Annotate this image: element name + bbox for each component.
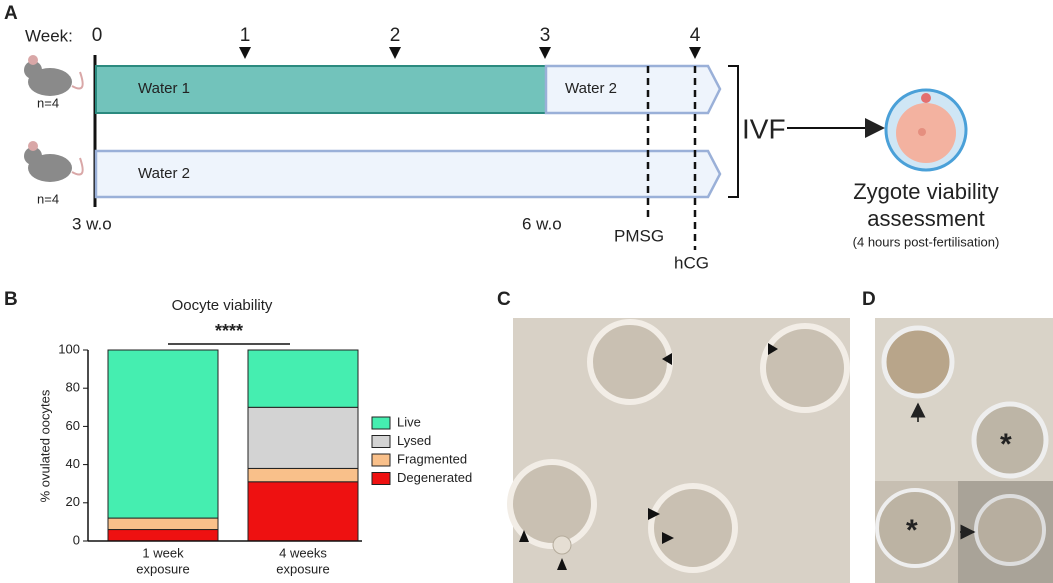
- legend-label: Live: [397, 414, 421, 429]
- bar-segment: [107, 349, 219, 519]
- week-number: 0: [92, 25, 103, 46]
- legend-label: Degenerated: [397, 470, 472, 485]
- zygote-icon: [884, 88, 968, 172]
- week-number: 4: [690, 25, 701, 46]
- outcome: assessment: [867, 206, 984, 231]
- legend-swatch: [371, 472, 391, 485]
- bar-label: Water 1: [138, 80, 190, 97]
- week-label: Week:: [25, 26, 73, 45]
- panel-label: D: [862, 289, 876, 310]
- x-tick-label: 1 week: [142, 545, 184, 560]
- micrograph: [507, 318, 850, 583]
- injection-label: hCG: [674, 253, 709, 272]
- x-tick-label: 4 weeks: [279, 545, 327, 560]
- bar-segment: [247, 481, 359, 542]
- bar-label: Water 2: [138, 165, 190, 182]
- legend-swatch: [371, 453, 391, 467]
- injection-label: PMSG: [614, 226, 664, 245]
- week-marker: [539, 47, 551, 59]
- x-tick-label: exposure: [276, 561, 329, 576]
- panel-label: A: [4, 3, 18, 24]
- n-label: n=4: [37, 95, 59, 110]
- bar-segment: [247, 467, 359, 483]
- y-tick-label: 20: [66, 494, 80, 509]
- week-number: 1: [240, 25, 251, 46]
- panel-label: B: [4, 289, 18, 310]
- y-tick-label: 80: [66, 380, 80, 395]
- water2-bar: [544, 64, 722, 115]
- bar-segment: [107, 517, 219, 531]
- micrograph: **: [875, 318, 1053, 583]
- y-tick-label: 60: [66, 418, 80, 433]
- week-number: 3: [540, 25, 551, 46]
- legend-label: Lysed: [397, 433, 431, 448]
- week-marker: [389, 47, 401, 59]
- outcome-note: (4 hours post-fertilisation): [853, 234, 1000, 249]
- x-tick-label: exposure: [136, 561, 189, 576]
- bar-segment: [247, 349, 359, 408]
- panel-label: C: [497, 289, 511, 310]
- legend-swatch: [371, 416, 391, 430]
- bracket: [728, 65, 739, 198]
- bar-label: Water 2: [565, 80, 617, 97]
- outcome: Zygote viability: [853, 179, 999, 204]
- y-tick-label: 40: [66, 456, 80, 471]
- bar-segment: [107, 529, 219, 542]
- legend-swatch: [371, 435, 391, 448]
- significance: ****: [215, 321, 243, 341]
- svg-text:*: *: [1000, 428, 1012, 461]
- n-label: n=4: [37, 191, 59, 206]
- water2-bar: [94, 149, 722, 199]
- mouse-icon: [24, 55, 84, 182]
- week-marker: [239, 47, 251, 59]
- svg-text:*: *: [906, 514, 918, 547]
- y-axis-label: % ovulated oocytes: [37, 389, 52, 502]
- chart-title: Oocyte viability: [172, 297, 273, 314]
- week-number: 2: [390, 25, 401, 46]
- week-marker: [689, 47, 701, 59]
- bar-segment: [247, 406, 359, 469]
- age-label: 6 w.o: [522, 214, 562, 233]
- y-tick-label: 100: [58, 341, 80, 356]
- ivf-label: IVF: [742, 113, 786, 144]
- legend-label: Fragmented: [397, 451, 467, 466]
- y-tick-label: 0: [73, 532, 80, 547]
- age-label: 3 w.o: [72, 214, 112, 233]
